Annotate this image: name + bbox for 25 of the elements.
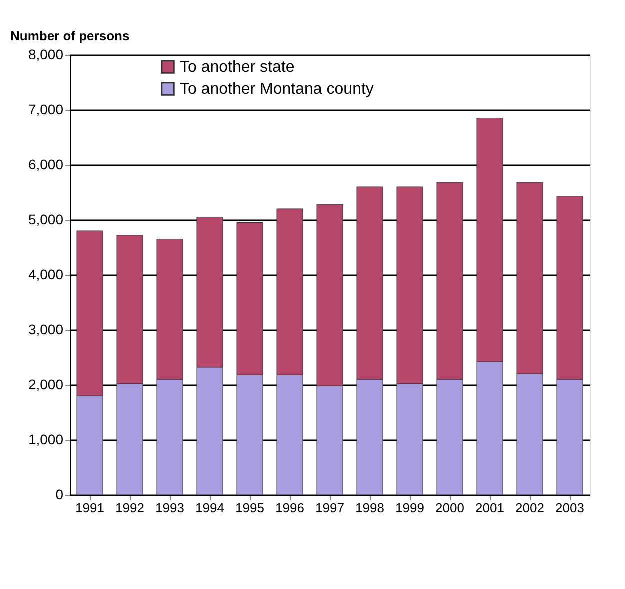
y-tick-label: 1,000 [28, 432, 64, 448]
y-tick-label: 6,000 [28, 156, 64, 172]
x-tick-label: 1995 [236, 500, 264, 516]
x-tick-label: 1999 [396, 500, 424, 516]
y-tick-label: 3,000 [28, 322, 64, 338]
y-tick-label: 4,000 [28, 266, 64, 282]
y-tick-label: 8,000 [28, 46, 64, 62]
legend-label: To another Montana county [180, 81, 374, 98]
y-tick-label: 0 [56, 486, 64, 502]
x-tick-label: 2002 [516, 500, 544, 516]
x-tick-label: 2001 [476, 500, 504, 516]
y-tick-label: 2,000 [28, 376, 64, 392]
x-tick-label: 1994 [196, 500, 224, 516]
x-tick-label: 1991 [76, 500, 104, 516]
x-tick-label: 1993 [156, 500, 184, 516]
x-tick-label: 1996 [276, 500, 304, 516]
legend-label: To another state [180, 59, 295, 76]
y-tick-label: 5,000 [28, 212, 64, 228]
x-tick-label: 1992 [116, 500, 144, 516]
x-tick-label: 1998 [356, 500, 384, 516]
y-tick-label: 7,000 [28, 102, 64, 118]
x-tick-label: 2003 [556, 500, 584, 516]
y-axis-title: Number of persons [10, 28, 130, 44]
x-tick-label: 1997 [316, 500, 344, 516]
x-tick-label: 2000 [436, 500, 464, 516]
